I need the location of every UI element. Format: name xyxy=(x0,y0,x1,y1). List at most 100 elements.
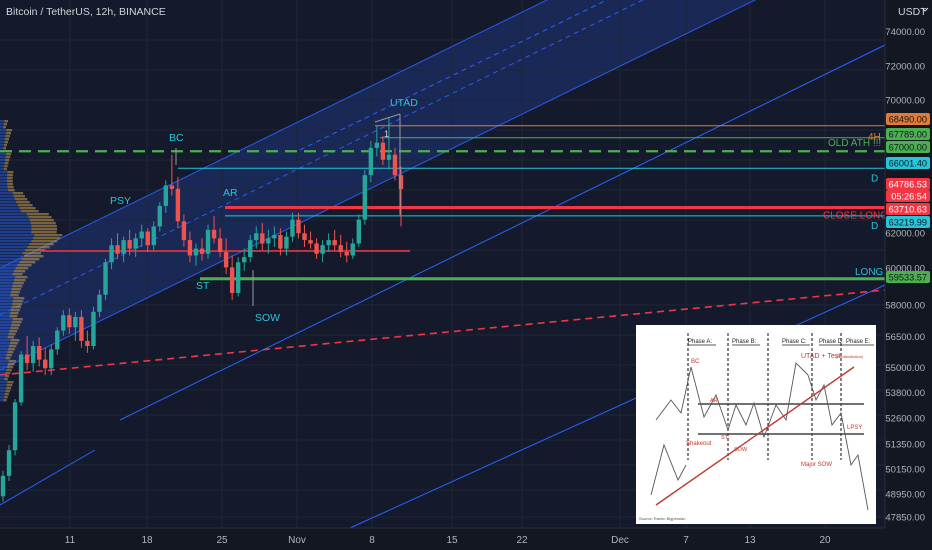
inset-label: Source: Ramin Bigpersian xyxy=(639,516,685,521)
volume-profile-bar xyxy=(10,309,20,312)
candle-body xyxy=(55,330,60,350)
volume-profile-bar xyxy=(0,234,35,237)
volume-profile-bar xyxy=(5,372,11,375)
wyckoff-label: UTAD xyxy=(390,97,418,109)
price-label-text: 63219.99 xyxy=(889,218,927,228)
price-label-text: 66001.40 xyxy=(889,159,927,169)
inset-price-path xyxy=(650,443,687,496)
volume-profile-bar xyxy=(0,360,9,363)
volume-profile-bar xyxy=(0,144,4,147)
price-label-text: 67789.00 xyxy=(889,130,927,140)
volume-profile-bar xyxy=(7,366,14,369)
volume-profile-bar xyxy=(0,387,7,390)
volume-profile-bar xyxy=(17,204,33,207)
y-axis-tick-label: 74000.00 xyxy=(885,27,925,38)
volume-profile-bar xyxy=(9,315,18,318)
candle-body xyxy=(344,252,349,256)
currency-chevron-icon[interactable] xyxy=(921,7,929,12)
volume-profile-bar xyxy=(0,138,5,141)
x-axis-tick-label: 20 xyxy=(819,535,831,546)
candle-body xyxy=(308,240,313,244)
candle-body xyxy=(175,188,181,222)
volume-profile-bar xyxy=(19,207,36,210)
inset-label: LPSY xyxy=(847,425,862,431)
volume-profile-bar xyxy=(0,279,15,282)
candle-body xyxy=(91,311,96,346)
volume-profile-bar xyxy=(0,171,8,174)
volume-profile-bar xyxy=(7,177,13,180)
volume-profile-bar xyxy=(28,216,52,219)
candle-body xyxy=(169,185,175,189)
y-axis-ticks: 74000.00 72000.00 70000.00 58000.00 56500.00… xyxy=(885,27,925,523)
volume-profile-bar xyxy=(0,180,8,183)
volume-profile-bar xyxy=(7,183,14,186)
volume-profile-bar xyxy=(0,315,10,318)
volume-profile-bar xyxy=(0,285,13,288)
volume-profile-bar xyxy=(0,231,32,234)
volume-profile-bar xyxy=(5,390,10,393)
volume-profile-bar xyxy=(11,288,21,291)
volume-profile-bar xyxy=(0,378,5,381)
volume-profile-bar xyxy=(0,201,17,204)
volume-profile-bar xyxy=(0,399,4,402)
candle-body xyxy=(326,240,331,246)
volume-profile-bar xyxy=(31,231,57,234)
volume-profile-bar xyxy=(0,264,18,267)
volume-profile-bar xyxy=(0,174,8,177)
candle-body xyxy=(229,267,235,294)
volume-profile-bar xyxy=(0,198,15,201)
candle-body xyxy=(260,233,265,244)
volume-profile-bar xyxy=(12,300,24,303)
volume-profile-bar xyxy=(27,246,50,249)
volume-profile-bar xyxy=(0,309,11,312)
volume-profile-bar xyxy=(0,156,6,159)
x-axis-tick-label: 11 xyxy=(65,535,76,546)
volume-profile-bar xyxy=(0,243,30,246)
candle-body xyxy=(73,316,78,328)
y-axis-tick-label: 58000.00 xyxy=(885,301,925,312)
price-label-box xyxy=(886,271,930,283)
candle-body xyxy=(139,231,144,239)
volume-profile-bar xyxy=(0,135,6,138)
volume-profile-bar xyxy=(0,366,8,369)
price-label-text: 63710.63 xyxy=(889,205,927,215)
candle-body xyxy=(187,240,193,256)
inset-trend-line xyxy=(655,366,855,506)
volume-profile-bar xyxy=(0,207,20,210)
volume-profile-bar xyxy=(0,339,11,342)
candle-body xyxy=(12,402,18,451)
volume-profile-bar xyxy=(7,336,15,339)
price-label-text: 64786.53 xyxy=(889,180,927,190)
volume-profile-bar xyxy=(0,351,8,354)
volume-profile-bar xyxy=(0,282,14,285)
volume-profile-bar xyxy=(7,171,14,174)
inset-phase-label: Phase A: xyxy=(688,339,712,345)
price-label-box xyxy=(886,203,930,215)
price-label-text: 05:26:54 xyxy=(891,192,927,202)
volume-profile-bar xyxy=(0,345,10,348)
volume-profile-bar xyxy=(7,180,13,183)
volume-profile-bar xyxy=(9,330,18,333)
candle-body xyxy=(49,349,54,369)
y-axis-tick-label: 47850.00 xyxy=(885,513,925,524)
currency-label[interactable]: USDT xyxy=(898,6,927,18)
candle-body xyxy=(386,154,392,160)
volume-profile-bar xyxy=(0,390,6,393)
time-axis[interactable] xyxy=(0,528,932,550)
volume-profile-bar xyxy=(0,246,28,249)
utad-marker xyxy=(374,113,401,123)
volume-profile-bar xyxy=(4,378,8,381)
volume-profile-bar xyxy=(15,267,29,270)
volume-profile-bar xyxy=(6,153,12,156)
volume-profile-bar xyxy=(6,129,13,132)
volume-profile-bar xyxy=(14,198,28,201)
volume-profile-bar xyxy=(0,333,9,336)
wyckoff-label: PSY xyxy=(110,195,131,207)
candle-body xyxy=(302,233,307,241)
candle-body xyxy=(278,234,283,249)
volume-profile-bar xyxy=(0,369,7,372)
candle-body xyxy=(242,257,247,263)
volume-profile-bar xyxy=(13,270,26,273)
volume-profile-bar xyxy=(14,279,26,282)
